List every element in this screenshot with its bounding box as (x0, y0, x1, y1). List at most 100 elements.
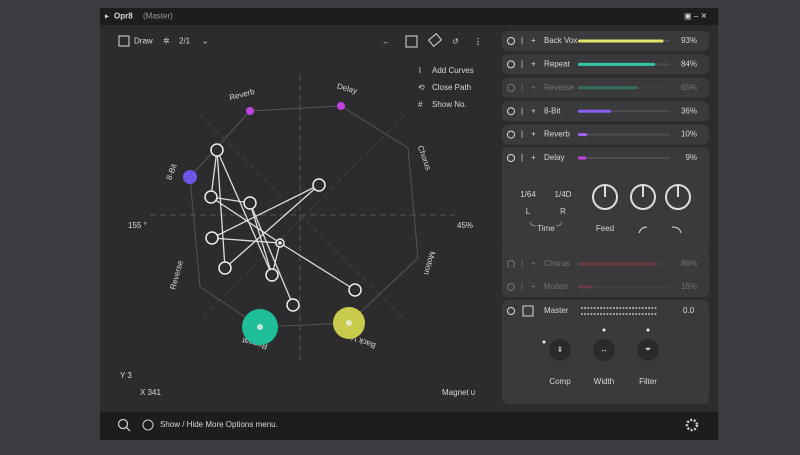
channel-row[interactable]: | + Chorus 86% (507, 259, 698, 268)
menu-icon[interactable]: ⟲ (418, 83, 425, 92)
meter-seg (651, 313, 654, 315)
fx-dot (602, 328, 606, 332)
meter-seg (609, 307, 612, 309)
node[interactable] (312, 178, 326, 192)
row-toggle[interactable] (507, 283, 515, 291)
row-bar[interactable] (578, 86, 638, 90)
meter-seg (641, 313, 644, 315)
channel-row[interactable]: | + Motion 16% (507, 282, 698, 291)
meter-seg (613, 307, 615, 309)
win-btns[interactable]: ▣ – ✕ (684, 12, 707, 21)
node[interactable] (210, 143, 224, 157)
meter-seg (625, 307, 628, 309)
node[interactable] (218, 261, 232, 275)
row-name: Chorus (544, 259, 570, 268)
fx-button[interactable] (549, 339, 571, 361)
row-value: 36% (681, 106, 697, 115)
fx-label: Filter (639, 377, 657, 386)
magnet-icon[interactable]: ∪ (470, 388, 476, 397)
row-plus: + (531, 153, 536, 162)
menu-arrow[interactable]: ▸ (105, 12, 109, 21)
row-bar[interactable] (578, 156, 587, 160)
menu-icon[interactable]: # (418, 100, 423, 109)
menu-item[interactable]: Add Curves (432, 66, 474, 75)
node[interactable] (286, 298, 300, 312)
settings-icon[interactable] (685, 418, 699, 432)
draw-icon[interactable] (118, 35, 130, 47)
magnet-label[interactable]: Magnet (442, 388, 469, 397)
row-track (578, 286, 670, 288)
meter-seg (603, 313, 606, 315)
path-edge (210, 149, 218, 198)
row-toggle[interactable] (507, 154, 515, 162)
row-plus: + (531, 36, 536, 45)
meter-seg (600, 307, 602, 309)
channel-row[interactable]: | + Reverse 65% (507, 83, 698, 92)
row-bar[interactable] (578, 109, 612, 113)
status-bar (100, 412, 718, 440)
back-icon[interactable]: ← (382, 37, 390, 46)
path-edge (211, 237, 281, 244)
meter-seg (584, 313, 586, 315)
row-track (578, 263, 670, 265)
dice-icon[interactable] (405, 35, 418, 48)
row-sep: | (521, 83, 523, 92)
row-sep: | (521, 130, 523, 139)
row-bar[interactable] (578, 133, 588, 137)
meter-seg (625, 313, 628, 315)
fx-button[interactable] (637, 339, 659, 361)
row-toggle[interactable] (507, 107, 515, 116)
meter-seg (622, 313, 625, 315)
left-value: 155 ° (128, 221, 147, 230)
meter-seg (651, 307, 654, 309)
master-icon[interactable] (522, 305, 534, 317)
menu-item[interactable]: Close Path (432, 83, 471, 92)
walk-icon[interactable]: ✲ (163, 37, 170, 46)
menu-icon[interactable]: ⌇ (418, 66, 422, 75)
row-sep: | (521, 106, 523, 115)
row-bar[interactable] (578, 62, 656, 66)
ratio[interactable]: 2/1 (179, 37, 191, 46)
master-toggle[interactable] (507, 307, 515, 315)
y-coord: Y 3 (120, 371, 132, 380)
path-edge (216, 149, 273, 276)
channel-row[interactable]: | +8-Bit 36% (507, 106, 698, 116)
side-panel: | + Back Vox 93% | + Repeat 84% | + Reverse 65% | +8-… (502, 31, 709, 404)
channel-row[interactable]: | + Delay 9% (507, 153, 698, 162)
channel-dot[interactable] (246, 107, 254, 115)
fx-label: Width (594, 377, 614, 386)
row-bar[interactable] (578, 39, 664, 43)
row-toggle[interactable] (507, 130, 515, 139)
node[interactable] (265, 268, 279, 282)
undo-icon[interactable]: ↺ (452, 37, 459, 46)
node[interactable] (243, 196, 257, 210)
row-bar[interactable] (578, 285, 593, 289)
row-toggle[interactable] (507, 37, 515, 45)
meter-seg (638, 307, 641, 309)
meter-seg (613, 313, 615, 315)
info-icon[interactable] (142, 419, 154, 431)
search-icon[interactable] (117, 418, 129, 430)
channel-dot[interactable] (337, 102, 345, 110)
more-icon[interactable]: ⋮ (474, 37, 482, 46)
channel-row[interactable]: | + Repeat 84% (507, 60, 698, 69)
fx-button[interactable] (593, 339, 615, 361)
status-text: Show / Hide More Options menu. (160, 420, 278, 429)
menu-item[interactable]: Show No. (432, 100, 467, 109)
meter-seg (606, 313, 609, 315)
row-bar[interactable] (578, 262, 658, 266)
node[interactable] (204, 190, 218, 204)
row-name: Reverse (544, 83, 574, 92)
channel-row[interactable]: | + Back Vox 93% (507, 36, 698, 45)
row-toggle[interactable] (507, 60, 515, 69)
node[interactable] (348, 283, 362, 297)
eraser-icon[interactable] (427, 33, 443, 47)
channel-row[interactable]: | + Reverb 10% (507, 130, 698, 139)
draw-label[interactable]: Draw (134, 37, 153, 46)
row-toggle[interactable] (507, 83, 515, 92)
master-value: 0.0 (683, 306, 695, 315)
channel-dot[interactable] (183, 170, 197, 184)
node[interactable] (205, 231, 219, 245)
ratio-caret[interactable]: ⌄ (202, 37, 209, 46)
delay-panel (502, 147, 709, 250)
